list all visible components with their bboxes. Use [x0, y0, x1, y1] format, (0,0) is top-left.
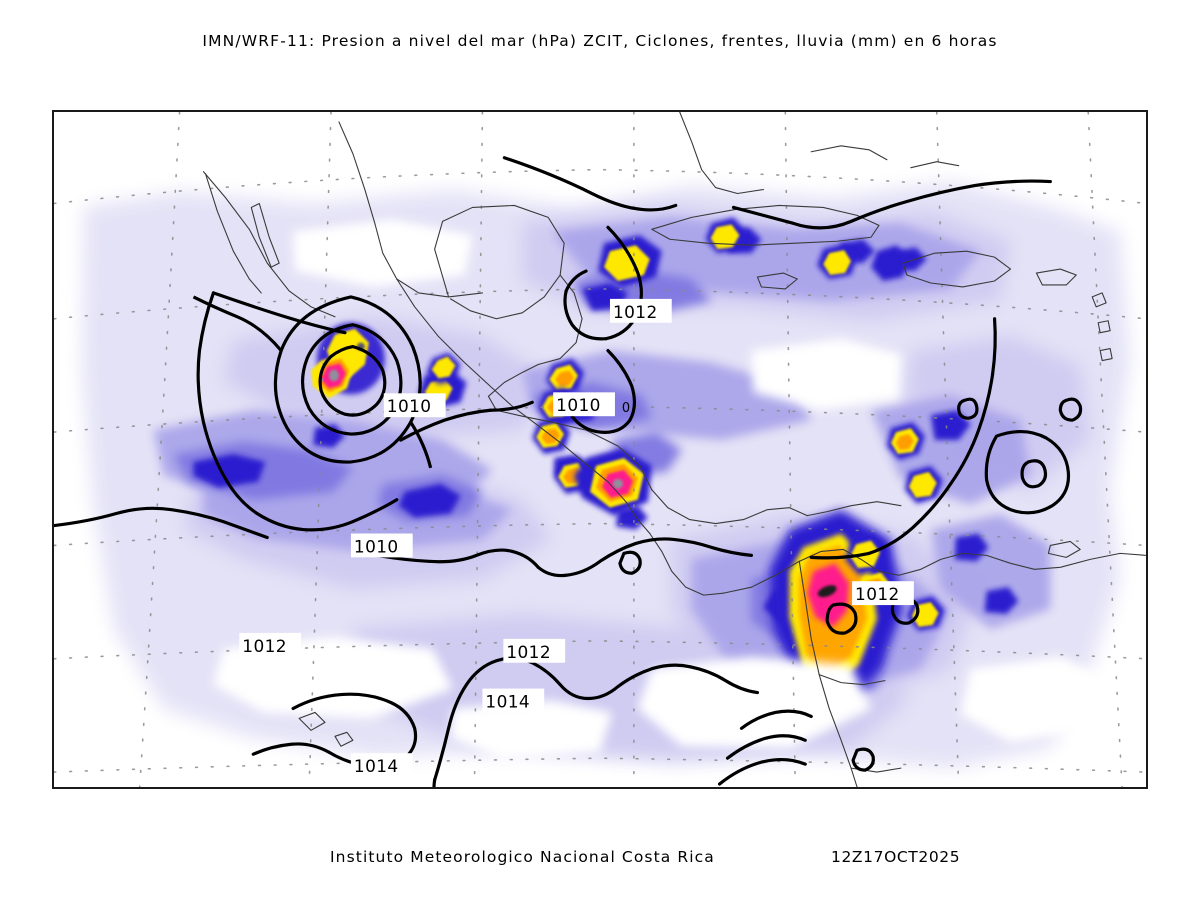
footer-timestamp: 12Z17OCT2025	[831, 848, 961, 866]
contour-label-1012-south-center: 1012	[506, 642, 551, 662]
tropical-cyclone-isobars	[192, 295, 433, 469]
isobar-1012-pacific	[54, 506, 269, 540]
isobar-1012-north	[502, 156, 678, 212]
contour-labels: 1012 1010 1010 0 1010 1012 1012 1012	[239, 298, 914, 778]
cyclone-mid-isobar	[300, 323, 403, 436]
contour-label-1010-trough: 1010	[354, 536, 399, 556]
map-panel: 1012 1010 1010 0 1010 1012 1012 1012	[52, 110, 1148, 789]
contour-label-1010-west: 1010	[387, 396, 432, 416]
contour-label-zero: 0	[622, 401, 630, 416]
isobar-1010-west-entry	[211, 291, 347, 335]
sea-level-pressure-contours	[54, 156, 1083, 787]
page-title: IMN/WRF-11: Presion a nivel del mar (hPa…	[202, 32, 998, 50]
map-canvas: 1012 1010 1010 0 1010 1012 1012 1012	[54, 112, 1146, 787]
cyclone-inner-isobar	[318, 345, 387, 417]
isobar-1012-north-east	[731, 179, 1052, 230]
isobar-1010-west-branch	[196, 291, 229, 484]
contour-label-1014-north: 1014	[485, 691, 530, 711]
contour-label-1012-north: 1012	[613, 302, 658, 322]
contour-label-1012-southwest: 1012	[242, 636, 287, 656]
rain-cells-greater-antilles	[705, 217, 909, 281]
contour-label-1014-south: 1014	[354, 756, 399, 776]
dry-areas	[213, 219, 1111, 761]
contour-label-1010-yucatan: 1010	[556, 395, 601, 415]
rain-cell-costa-rica	[574, 448, 652, 516]
footer-institution: Instituto Meteorologico Nacional Costa R…	[330, 848, 715, 866]
isobar-1010-south-branch	[225, 480, 355, 532]
contour-label-1012-east: 1012	[855, 584, 900, 604]
